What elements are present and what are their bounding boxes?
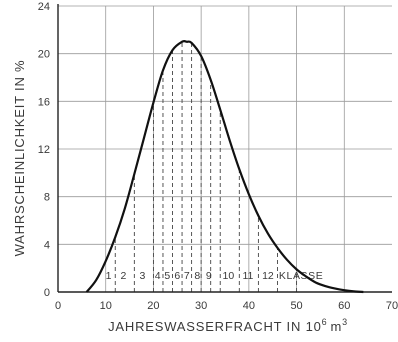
x-tick-label: 10 (100, 300, 112, 312)
axes (57, 4, 392, 293)
x-axis-label: JAHRESWASSERFRACHT IN 106 m3 (108, 317, 348, 334)
x-axis-label-unit-exponent: 3 (342, 317, 348, 327)
class-label: 2 (120, 270, 126, 282)
x-tick-label: 40 (243, 300, 255, 312)
y-tick-label: 20 (38, 49, 50, 61)
class-label: 11 (242, 270, 253, 282)
x-axis-label-prefix: JAHRESWASSERFRACHT IN 10 (108, 319, 322, 334)
x-axis-ticks: 0 10 20 30 40 50 60 70 (55, 300, 398, 312)
y-tick-label: 0 (44, 287, 50, 299)
class-label: 12 (262, 270, 274, 282)
x-tick-label: 50 (290, 300, 302, 312)
x-tick-label: 20 (147, 300, 159, 312)
class-labels: 1 2 3 4 5 6 7 8 9 10 11 12 KLASSE (106, 270, 323, 282)
class-boundaries (114, 41, 298, 292)
class-label: 3 (140, 270, 146, 282)
y-tick-label: 4 (44, 239, 50, 251)
series (85, 39, 364, 294)
class-label: 4 (155, 270, 161, 282)
class-label: 8 (194, 270, 200, 282)
y-axis-label: WAHRSCHEINLICHKEIT IN % (12, 60, 27, 257)
grid (58, 5, 392, 292)
class-label: 10 (222, 270, 234, 282)
x-tick-label: 70 (386, 300, 398, 312)
x-axis-label-exponent: 6 (322, 317, 328, 327)
class-label: 9 (206, 270, 212, 282)
probability-curve (85, 39, 364, 294)
y-axis-ticks: 0 4 8 12 16 20 24 (38, 1, 50, 299)
class-label: 7 (184, 270, 190, 282)
y-tick-label: 8 (44, 192, 50, 204)
class-label: 1 (106, 270, 112, 282)
x-tick-label: 30 (195, 300, 207, 312)
y-tick-label: 16 (38, 96, 50, 108)
x-tick-label: 0 (55, 300, 61, 312)
y-tick-label: 24 (38, 1, 50, 13)
class-label: 5 (164, 270, 170, 282)
x-tick-label: 60 (338, 300, 350, 312)
class-label: 6 (174, 270, 180, 282)
y-tick-label: 12 (38, 144, 50, 156)
x-axis-label-unit: m (330, 319, 342, 334)
